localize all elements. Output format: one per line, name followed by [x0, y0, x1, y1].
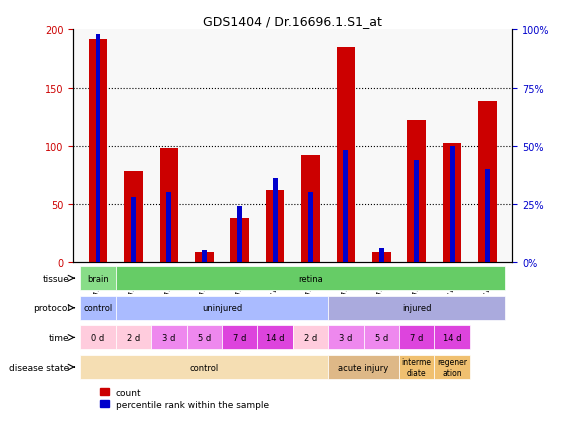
Bar [485, 169, 490, 262]
Legend: count, percentile rank within the sample: count, percentile rank within the sample [100, 388, 269, 409]
Bar [202, 250, 207, 262]
Bar [186, 326, 222, 349]
Bar [293, 326, 328, 349]
Bar [166, 193, 171, 262]
Text: uninjured: uninjured [202, 303, 242, 312]
Bar [159, 148, 178, 262]
Text: 14 d: 14 d [266, 333, 284, 342]
Text: 14 d: 14 d [443, 333, 461, 342]
Text: retina: retina [298, 274, 323, 283]
Bar [435, 355, 470, 379]
Bar [151, 326, 186, 349]
Bar [131, 197, 136, 262]
Text: injured: injured [402, 303, 431, 312]
Text: 2 d: 2 d [304, 333, 317, 342]
Bar [408, 121, 426, 262]
Bar [89, 39, 108, 262]
Bar [328, 296, 505, 320]
Bar [81, 326, 115, 349]
Text: acute injury: acute injury [338, 363, 388, 372]
Bar [257, 326, 293, 349]
Text: disease state: disease state [10, 363, 70, 372]
Text: time: time [49, 333, 70, 342]
Bar [81, 355, 328, 379]
Title: GDS1404 / Dr.16696.1.S1_at: GDS1404 / Dr.16696.1.S1_at [203, 15, 382, 28]
Bar [337, 48, 355, 262]
Bar [450, 146, 454, 262]
Bar [272, 179, 278, 262]
Text: 2 d: 2 d [127, 333, 140, 342]
Bar [222, 326, 257, 349]
Text: 0 d: 0 d [91, 333, 105, 342]
Bar [343, 151, 348, 262]
Text: control: control [190, 363, 219, 372]
Bar [115, 296, 328, 320]
Bar [414, 160, 419, 262]
Bar [195, 253, 213, 262]
Bar [301, 155, 320, 262]
Bar [443, 144, 462, 262]
Text: 7 d: 7 d [233, 333, 247, 342]
Text: tissue: tissue [43, 274, 70, 283]
Bar [230, 218, 249, 262]
Bar [266, 190, 284, 262]
Bar [237, 207, 242, 262]
Text: control: control [83, 303, 113, 312]
Bar [81, 296, 115, 320]
Bar [435, 326, 470, 349]
Bar [364, 326, 399, 349]
Bar [328, 355, 399, 379]
Text: 3 d: 3 d [162, 333, 176, 342]
Text: 3 d: 3 d [339, 333, 352, 342]
Bar [308, 193, 313, 262]
Bar [399, 326, 435, 349]
Bar [399, 355, 435, 379]
Text: 5 d: 5 d [198, 333, 211, 342]
Text: regener
ation: regener ation [437, 358, 467, 377]
Text: 7 d: 7 d [410, 333, 423, 342]
Bar [379, 248, 384, 262]
Bar [115, 326, 151, 349]
Bar [124, 172, 142, 262]
Text: brain: brain [87, 274, 109, 283]
Bar [328, 326, 364, 349]
Bar [372, 253, 391, 262]
Text: interme
diate: interme diate [402, 358, 432, 377]
Bar [115, 266, 505, 290]
Bar [96, 35, 100, 262]
Bar [478, 102, 497, 262]
Text: protocol: protocol [33, 303, 70, 312]
Bar [81, 266, 115, 290]
Text: 5 d: 5 d [374, 333, 388, 342]
